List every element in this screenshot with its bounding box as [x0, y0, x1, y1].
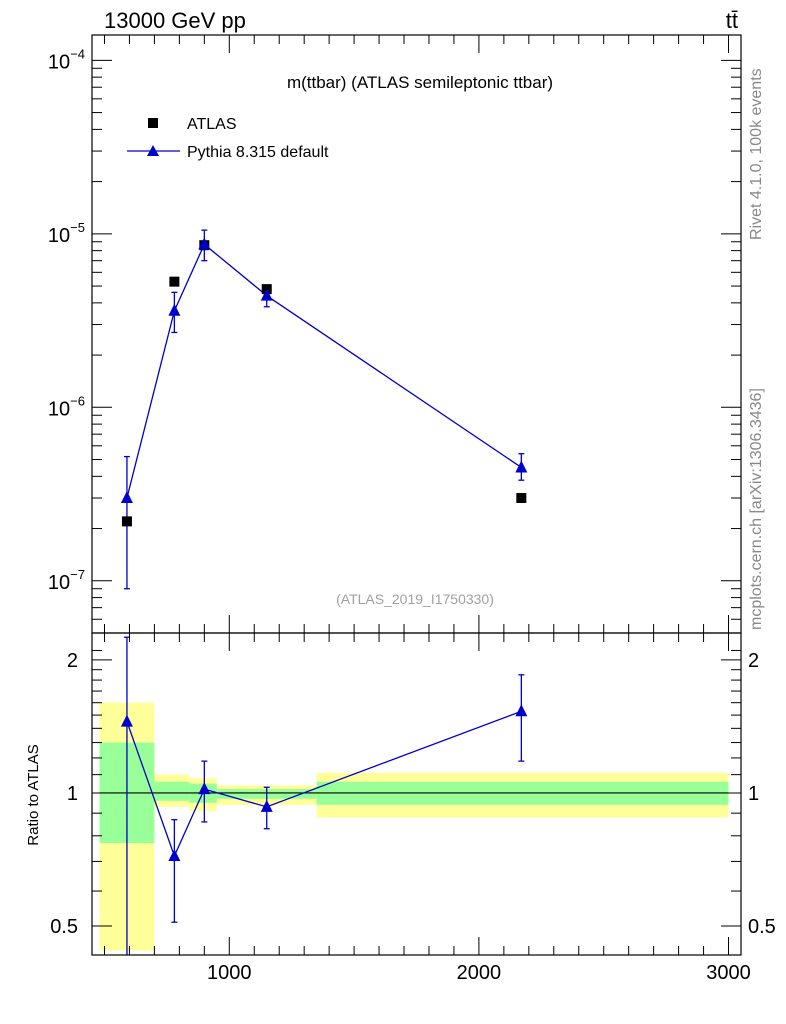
x-tick-label: 1000	[207, 962, 252, 984]
legend-marker-pythia	[147, 145, 159, 156]
ratio-pythia-point	[120, 714, 133, 727]
ratio-y-tick-label: 0.5	[50, 916, 78, 938]
atlas-point	[121, 516, 132, 527]
y-tick-label: 10−7	[48, 567, 85, 594]
pythia-line	[126, 243, 522, 499]
ratio-y-axis-label: Ratio to ATLAS	[25, 744, 42, 845]
atlas-point	[169, 276, 180, 287]
ratio-pythia-point	[168, 849, 181, 862]
ratio-pythia-point	[515, 704, 528, 717]
pythia-point	[515, 460, 528, 473]
y-tick-label: 10−5	[48, 220, 85, 247]
ratio-pythia-point	[260, 799, 273, 812]
x-tick-label: 2000	[457, 962, 502, 984]
legend-label-pythia: Pythia 8.315 default	[187, 144, 329, 161]
pythia-point	[260, 288, 273, 301]
mcplots-label: mcplots.cern.ch [arXiv:1306.3436]	[748, 388, 765, 630]
ratio-pythia-point	[198, 782, 211, 795]
analysis-tag: (ATLAS_2019_I1750330)	[336, 591, 494, 607]
header-right-label: tt̄	[726, 8, 738, 33]
pythia-point	[168, 303, 181, 316]
atlas-point	[516, 493, 527, 504]
ratio-panel: 0.5 0.5 1 1 2 2 Ratio to ATLAS	[25, 632, 776, 956]
chart-title: m(ttbar) (ATLAS semileptonic ttbar)	[287, 73, 553, 92]
pythia-point	[198, 237, 211, 250]
ratio-y-tick-label: 2	[67, 650, 78, 672]
legend-marker-atlas	[148, 118, 158, 128]
header-left-label: 13000 GeV pp	[104, 8, 246, 33]
pythia-point	[120, 491, 133, 504]
ratio-y-tick-label: 1	[67, 783, 78, 805]
rivet-version-label: Rivet 4.1.0, 100k events	[748, 68, 765, 240]
ratio-frame	[91, 632, 742, 956]
y-tick-label: 10−4	[48, 46, 85, 73]
y-tick-label: 10−6	[48, 393, 85, 420]
legend-label-atlas: ATLAS	[187, 116, 237, 133]
main-panel: 10−7 10−6 10−5 10−4 m(ttbar) (ATLAS semilep…	[48, 34, 742, 634]
ratio-y-tick-label-right: 2	[748, 650, 759, 672]
legend: ATLAS Pythia 8.315 default	[127, 116, 329, 161]
ratio-y-tick-label-right: 0.5	[748, 916, 776, 938]
x-tick-label: 3000	[706, 962, 751, 984]
uncertainty-band-green	[154, 781, 190, 801]
ratio-y-tick-label-right: 1	[748, 783, 759, 805]
